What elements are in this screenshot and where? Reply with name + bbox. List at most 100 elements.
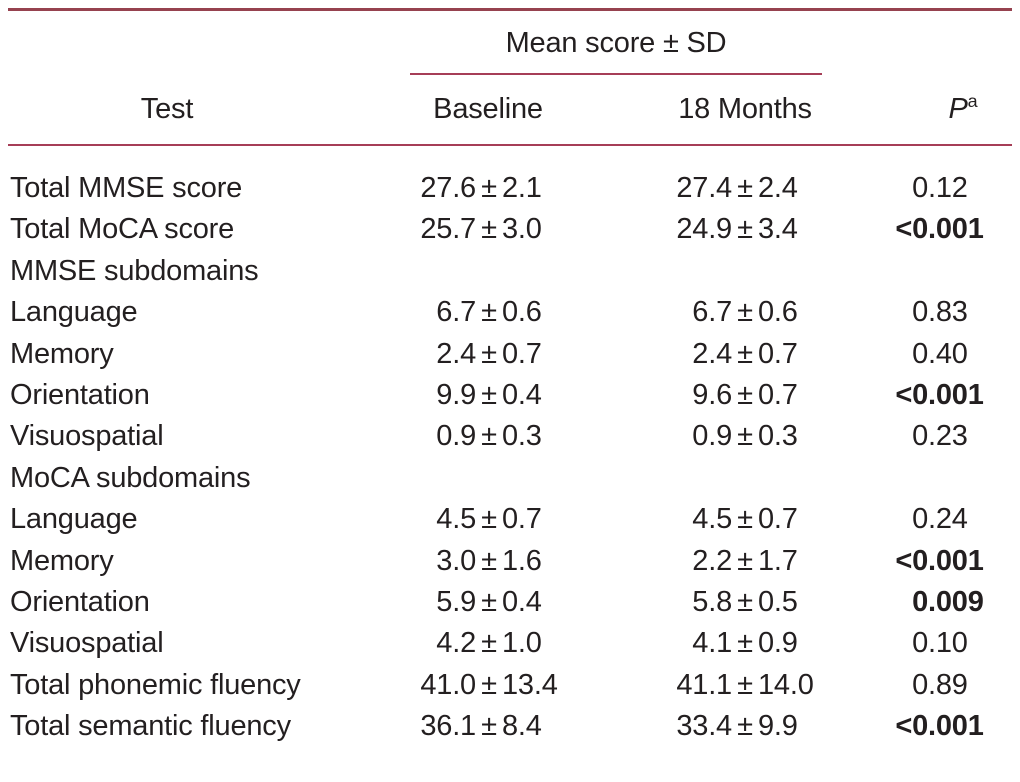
row-label: Total MoCA score: [10, 213, 235, 246]
row-label: Total phonemic fluency: [10, 668, 301, 701]
p-value-cell: 0.89: [840, 665, 1012, 706]
mean-value: 27.6: [420, 172, 476, 204]
sd-value: 0.7: [758, 378, 798, 411]
spanner-cell-mean-score-sd: Mean score ± SD: [392, 11, 840, 75]
months18-value: 27.4 ±2.4: [584, 168, 840, 209]
plus-minus-symbol: ±: [737, 420, 753, 453]
plus-minus-symbol: ±: [481, 213, 497, 246]
baseline-value: 9.9 ±0.4: [392, 375, 584, 416]
plus-minus-symbol: ±: [737, 503, 753, 536]
sd-value: 1.7: [758, 544, 798, 577]
p-value-decimal-part: .001: [928, 213, 984, 246]
p-value-decimal-part: .009: [928, 585, 984, 618]
plus-minus-symbol: ±: [737, 668, 753, 701]
row-label: MoCA subdomains: [10, 461, 251, 494]
sd-value: 0.4: [502, 585, 542, 618]
section-row: MoCA subdomains: [8, 458, 1012, 499]
sd-value: 2.1: [502, 172, 542, 204]
baseline-value: 25.7 ±3.0: [392, 209, 584, 250]
row-label: Language: [10, 296, 138, 329]
spanner-label: Mean score ± SD: [505, 26, 727, 59]
baseline-value: 41.0 ±13.4: [392, 665, 584, 706]
baseline-value: 27.6 ±2.1: [392, 168, 584, 209]
sd-value: 0.3: [502, 420, 542, 453]
plus-minus-symbol: ±: [481, 585, 497, 618]
row-label: Total MMSE score: [10, 172, 243, 204]
months18-value: 5.8 ±0.5: [584, 582, 840, 623]
sd-value: 3.4: [758, 213, 798, 246]
mean-value: 41.1: [676, 668, 732, 701]
p-value-integer-part: 0: [912, 337, 928, 370]
plus-minus-symbol: ±: [737, 710, 753, 743]
table-row: Total MMSE score 27.6 ±2.1 27.4 ±2.4 0.12: [8, 168, 1012, 209]
p-value-integer-part: <0: [895, 378, 928, 411]
plus-minus-symbol: ±: [481, 420, 497, 453]
p-value-integer-part: 0: [912, 296, 928, 329]
sd-value: 0.6: [758, 296, 798, 329]
p-value-cell: <0.001: [840, 541, 1012, 582]
plus-minus-symbol: ±: [481, 668, 497, 701]
mean-value: 2.2: [692, 544, 732, 577]
months18-value: 24.9 ±3.4: [584, 209, 840, 250]
table-row: Orientation 5.9 ±0.4 5.8 ±0.5 0.009: [8, 582, 1012, 623]
p-value-integer-part: 0: [912, 503, 928, 536]
sd-value: 0.3: [758, 420, 798, 453]
p-value-decimal-part: .23: [928, 420, 968, 453]
sd-value: 0.6: [502, 296, 542, 329]
mean-value: 4.2: [436, 627, 476, 660]
plus-minus-symbol: ±: [737, 172, 753, 204]
plus-minus-symbol: ±: [481, 627, 497, 660]
sd-value: 0.5: [758, 585, 798, 618]
p-value-cell: <0.001: [840, 706, 1012, 747]
sd-value: 9.9: [758, 710, 798, 743]
p-value-integer-part: 0: [912, 585, 928, 618]
table-body: Total MMSE score 27.6 ±2.1 27.4 ±2.4 0.12 Tota…: [8, 146, 1012, 747]
p-value-cell: 0.009: [840, 582, 1012, 623]
mean-value: 41.0: [420, 668, 476, 701]
sd-value: 0.7: [502, 503, 542, 536]
spanner-rule: [410, 73, 822, 75]
p-value-decimal-part: .89: [928, 668, 968, 701]
months18-value: 0.9 ±0.3: [584, 416, 840, 457]
sd-value: 13.4: [502, 668, 558, 701]
plus-minus-symbol: ±: [737, 296, 753, 329]
row-label: MMSE subdomains: [10, 254, 259, 287]
table-row: Memory 2.4 ±0.7 2.4 ±0.7 0.40: [8, 334, 1012, 375]
sd-value: 14.0: [758, 668, 814, 701]
plus-minus-symbol: ±: [737, 627, 753, 660]
results-table: Mean score ± SD Test Baseline 18 Months …: [8, 8, 1012, 747]
sd-value: 1.6: [502, 544, 542, 577]
table-row: Total MoCA score 25.7 ±3.0 24.9 ±3.4 <0.001: [8, 209, 1012, 250]
mean-value: 36.1: [420, 710, 476, 743]
table-row: Memory 3.0 ±1.6 2.2 ±1.7 <0.001: [8, 541, 1012, 582]
plus-minus-symbol: ±: [481, 710, 497, 743]
p-value-cell: 0.40: [840, 334, 1012, 375]
p-value-decimal-part: .83: [928, 296, 968, 329]
column-header-baseline: Baseline: [433, 93, 543, 125]
mean-value: 9.6: [692, 378, 732, 411]
plus-minus-symbol: ±: [737, 544, 753, 577]
row-label: Orientation: [10, 378, 150, 411]
row-label: Language: [10, 503, 138, 536]
p-value-cell: 0.83: [840, 292, 1012, 333]
p-value-decimal-part: .40: [928, 337, 968, 370]
mean-value: 3.0: [436, 544, 476, 577]
p-value-decimal-part: .001: [928, 544, 984, 577]
sd-value: 8.4: [502, 710, 542, 743]
mean-value: 2.4: [692, 337, 732, 370]
p-value-integer-part: <0: [895, 710, 928, 743]
baseline-value: 6.7 ±0.6: [392, 292, 584, 333]
sd-value: 1.0: [502, 627, 542, 660]
p-value-cell: <0.001: [840, 209, 1012, 250]
mean-value: 5.9: [436, 585, 476, 618]
baseline-value: 3.0 ±1.6: [392, 541, 584, 582]
plus-minus-symbol: ±: [737, 585, 753, 618]
sd-value: 2.4: [758, 172, 798, 204]
sd-value: 0.7: [502, 337, 542, 370]
p-value-cell: 0.10: [840, 623, 1012, 664]
mean-value: 4.5: [692, 503, 732, 536]
p-value-decimal-part: .24: [928, 503, 968, 536]
row-label: Memory: [10, 337, 114, 370]
